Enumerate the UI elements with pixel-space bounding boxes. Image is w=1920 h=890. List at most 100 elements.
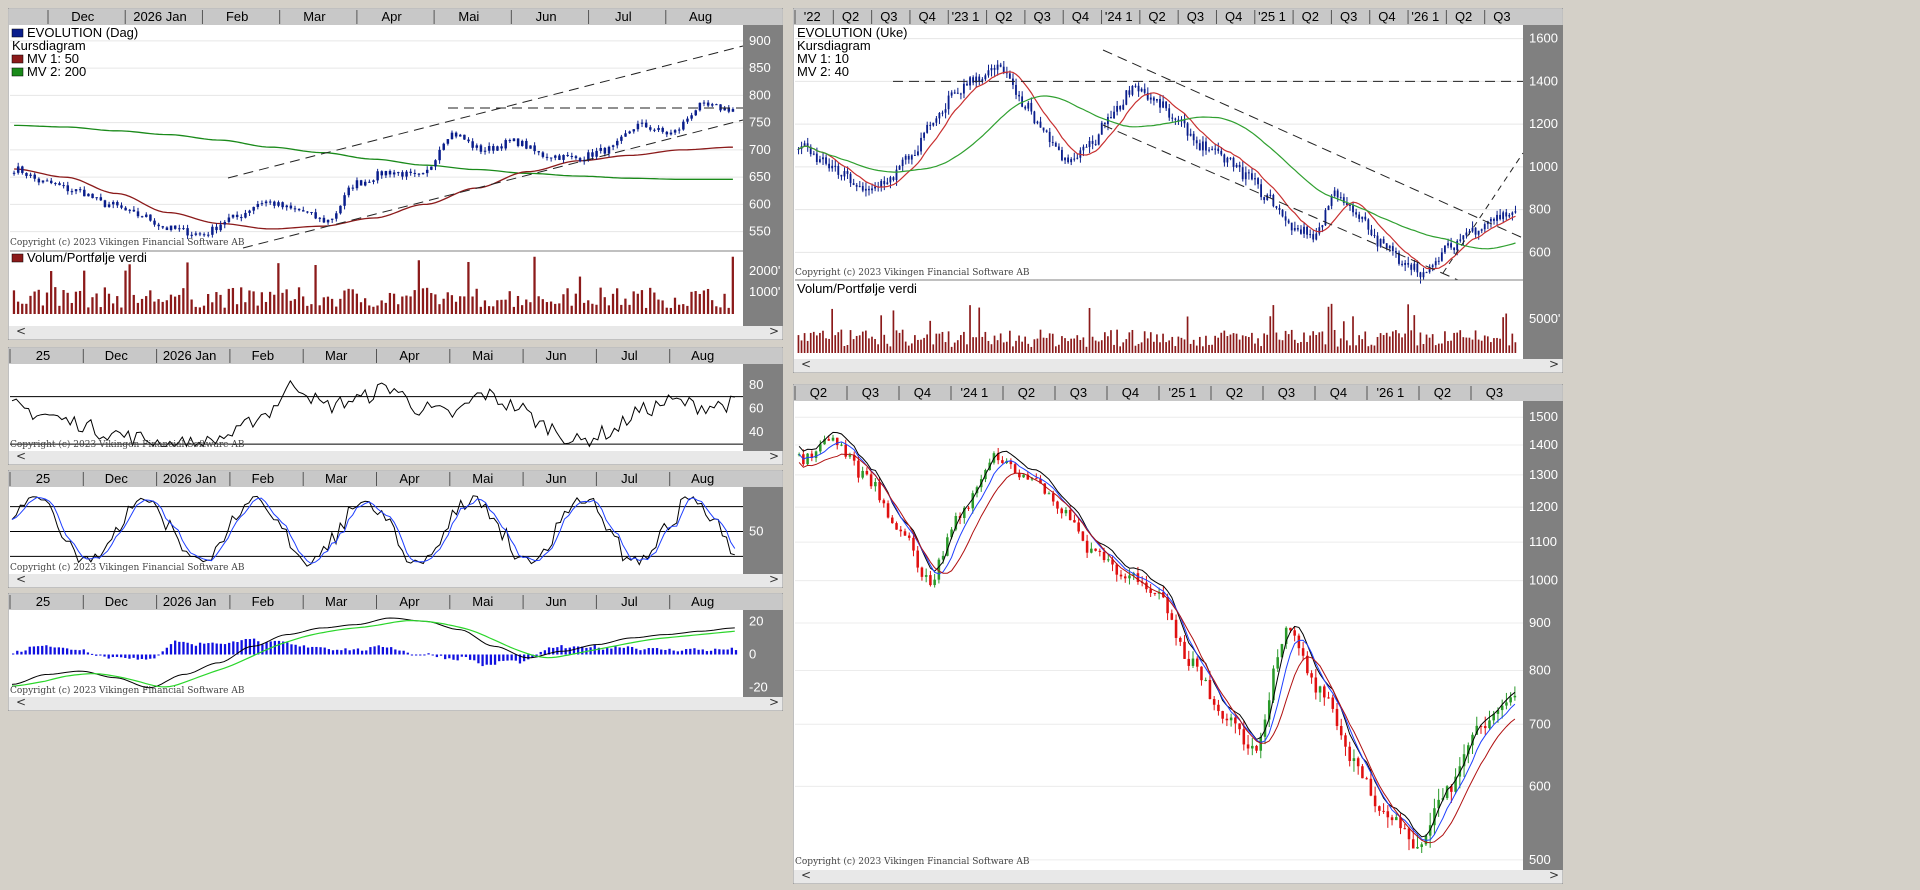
macd-hist-bar	[518, 654, 522, 664]
volume-bar	[566, 288, 569, 314]
volume-bar	[603, 297, 606, 314]
scroll-left-arrow[interactable]: <	[16, 324, 26, 338]
candle-body	[293, 208, 297, 210]
candle-body	[1140, 88, 1143, 92]
volume-bar	[1045, 337, 1048, 353]
candle-body	[848, 455, 852, 457]
volume-bar	[628, 304, 631, 314]
volume-bar	[1100, 340, 1103, 353]
volume-bar	[1174, 346, 1177, 353]
volume-bar	[1490, 342, 1492, 353]
y-tick-label: 80	[749, 377, 763, 392]
candle-body	[1043, 483, 1047, 494]
candle-body	[1391, 246, 1394, 252]
macd-hist-bar	[261, 644, 264, 655]
candle-body	[1284, 627, 1288, 645]
y-tick-label: 1200	[1529, 116, 1558, 131]
candle-body	[828, 163, 831, 169]
volume-bar	[487, 306, 491, 314]
scroll-left-arrow[interactable]: <	[16, 695, 26, 709]
volume-bar	[74, 291, 78, 314]
volume-bar	[302, 296, 305, 314]
volume-bar	[1431, 334, 1434, 353]
volume-bar	[264, 301, 268, 314]
candle-body	[702, 102, 706, 104]
volume-bar	[677, 304, 681, 314]
macd-hist-bar	[369, 647, 372, 655]
candle-body	[1116, 105, 1119, 112]
stoch-k-line	[11, 495, 735, 567]
candle-body	[442, 143, 445, 150]
candle-body	[1445, 786, 1449, 799]
y-axis-strip	[743, 25, 783, 326]
volume-bar	[268, 291, 272, 314]
candle-body	[120, 205, 123, 208]
scroll-left-arrow[interactable]: <	[801, 868, 811, 882]
candle-body	[1189, 133, 1192, 136]
scroll-right-arrow[interactable]: >	[1549, 868, 1559, 882]
candle-body	[124, 207, 127, 211]
scroll-right-arrow[interactable]: >	[769, 695, 779, 709]
macd-hist-bar	[419, 654, 422, 656]
volume-bar	[874, 338, 876, 353]
volume-bar	[248, 290, 251, 314]
volume-bar	[384, 302, 387, 314]
volume-bar	[492, 306, 495, 314]
volume-bar	[855, 335, 858, 353]
candle-body	[868, 188, 870, 191]
candle-body	[1186, 123, 1189, 136]
scroll-left-arrow[interactable]: <	[801, 357, 811, 371]
volume-bar	[1416, 345, 1419, 353]
candle-body	[438, 149, 441, 161]
candle-body	[1272, 195, 1275, 207]
scroll-right-arrow[interactable]: >	[769, 572, 779, 586]
volume-bar	[815, 335, 818, 353]
legend-entry: MV 2: 40	[797, 64, 849, 79]
y-tick-label: 600	[749, 196, 771, 211]
candle-body	[823, 439, 826, 445]
volume-bar	[1061, 336, 1063, 353]
candle-body	[545, 156, 549, 158]
volume-bar	[1496, 337, 1498, 353]
candle-body	[25, 172, 28, 176]
volume-bar	[582, 302, 586, 314]
candle-body	[1226, 157, 1229, 163]
candle-body	[1024, 106, 1027, 109]
volume-bar	[1290, 329, 1293, 353]
candle-body	[895, 169, 898, 181]
volume-bar	[972, 337, 974, 353]
scroll-left-arrow[interactable]: <	[16, 449, 26, 463]
candle-body	[1266, 194, 1269, 200]
candle-body	[933, 579, 936, 586]
candle-body	[434, 160, 437, 167]
candle-body	[975, 76, 978, 83]
volume-bar	[1015, 340, 1017, 353]
macd-hist-bar	[336, 649, 339, 655]
macd-hist-bar	[49, 646, 52, 655]
volume-bar	[978, 307, 981, 353]
candle-body	[935, 118, 938, 123]
macd-hist-bar	[356, 648, 360, 655]
macd-hist-bar	[543, 650, 547, 655]
candle-body	[1342, 197, 1345, 203]
scroll-right-arrow[interactable]: >	[769, 324, 779, 338]
volume-bar	[661, 300, 664, 314]
macd-hist-bar	[506, 654, 509, 661]
candle-body	[285, 205, 288, 208]
volume-bar	[91, 297, 94, 314]
scroll-left-arrow[interactable]: <	[16, 572, 26, 586]
y-tick-label: 1500	[1529, 409, 1558, 424]
candle-body	[314, 212, 317, 219]
macd-hist-bar	[464, 654, 468, 658]
scroll-right-arrow[interactable]: >	[1549, 357, 1559, 371]
volume-bar	[277, 263, 280, 314]
volume-bar	[1379, 333, 1382, 353]
candle-body	[1318, 227, 1321, 234]
macd-hist-bar	[514, 654, 517, 661]
candle-body	[1352, 205, 1354, 213]
macd-hist-bar	[626, 646, 630, 655]
scroll-right-arrow[interactable]: >	[769, 449, 779, 463]
macd-hist-bar	[140, 654, 144, 659]
candle-body	[1488, 720, 1491, 729]
volume-bar	[211, 302, 214, 314]
